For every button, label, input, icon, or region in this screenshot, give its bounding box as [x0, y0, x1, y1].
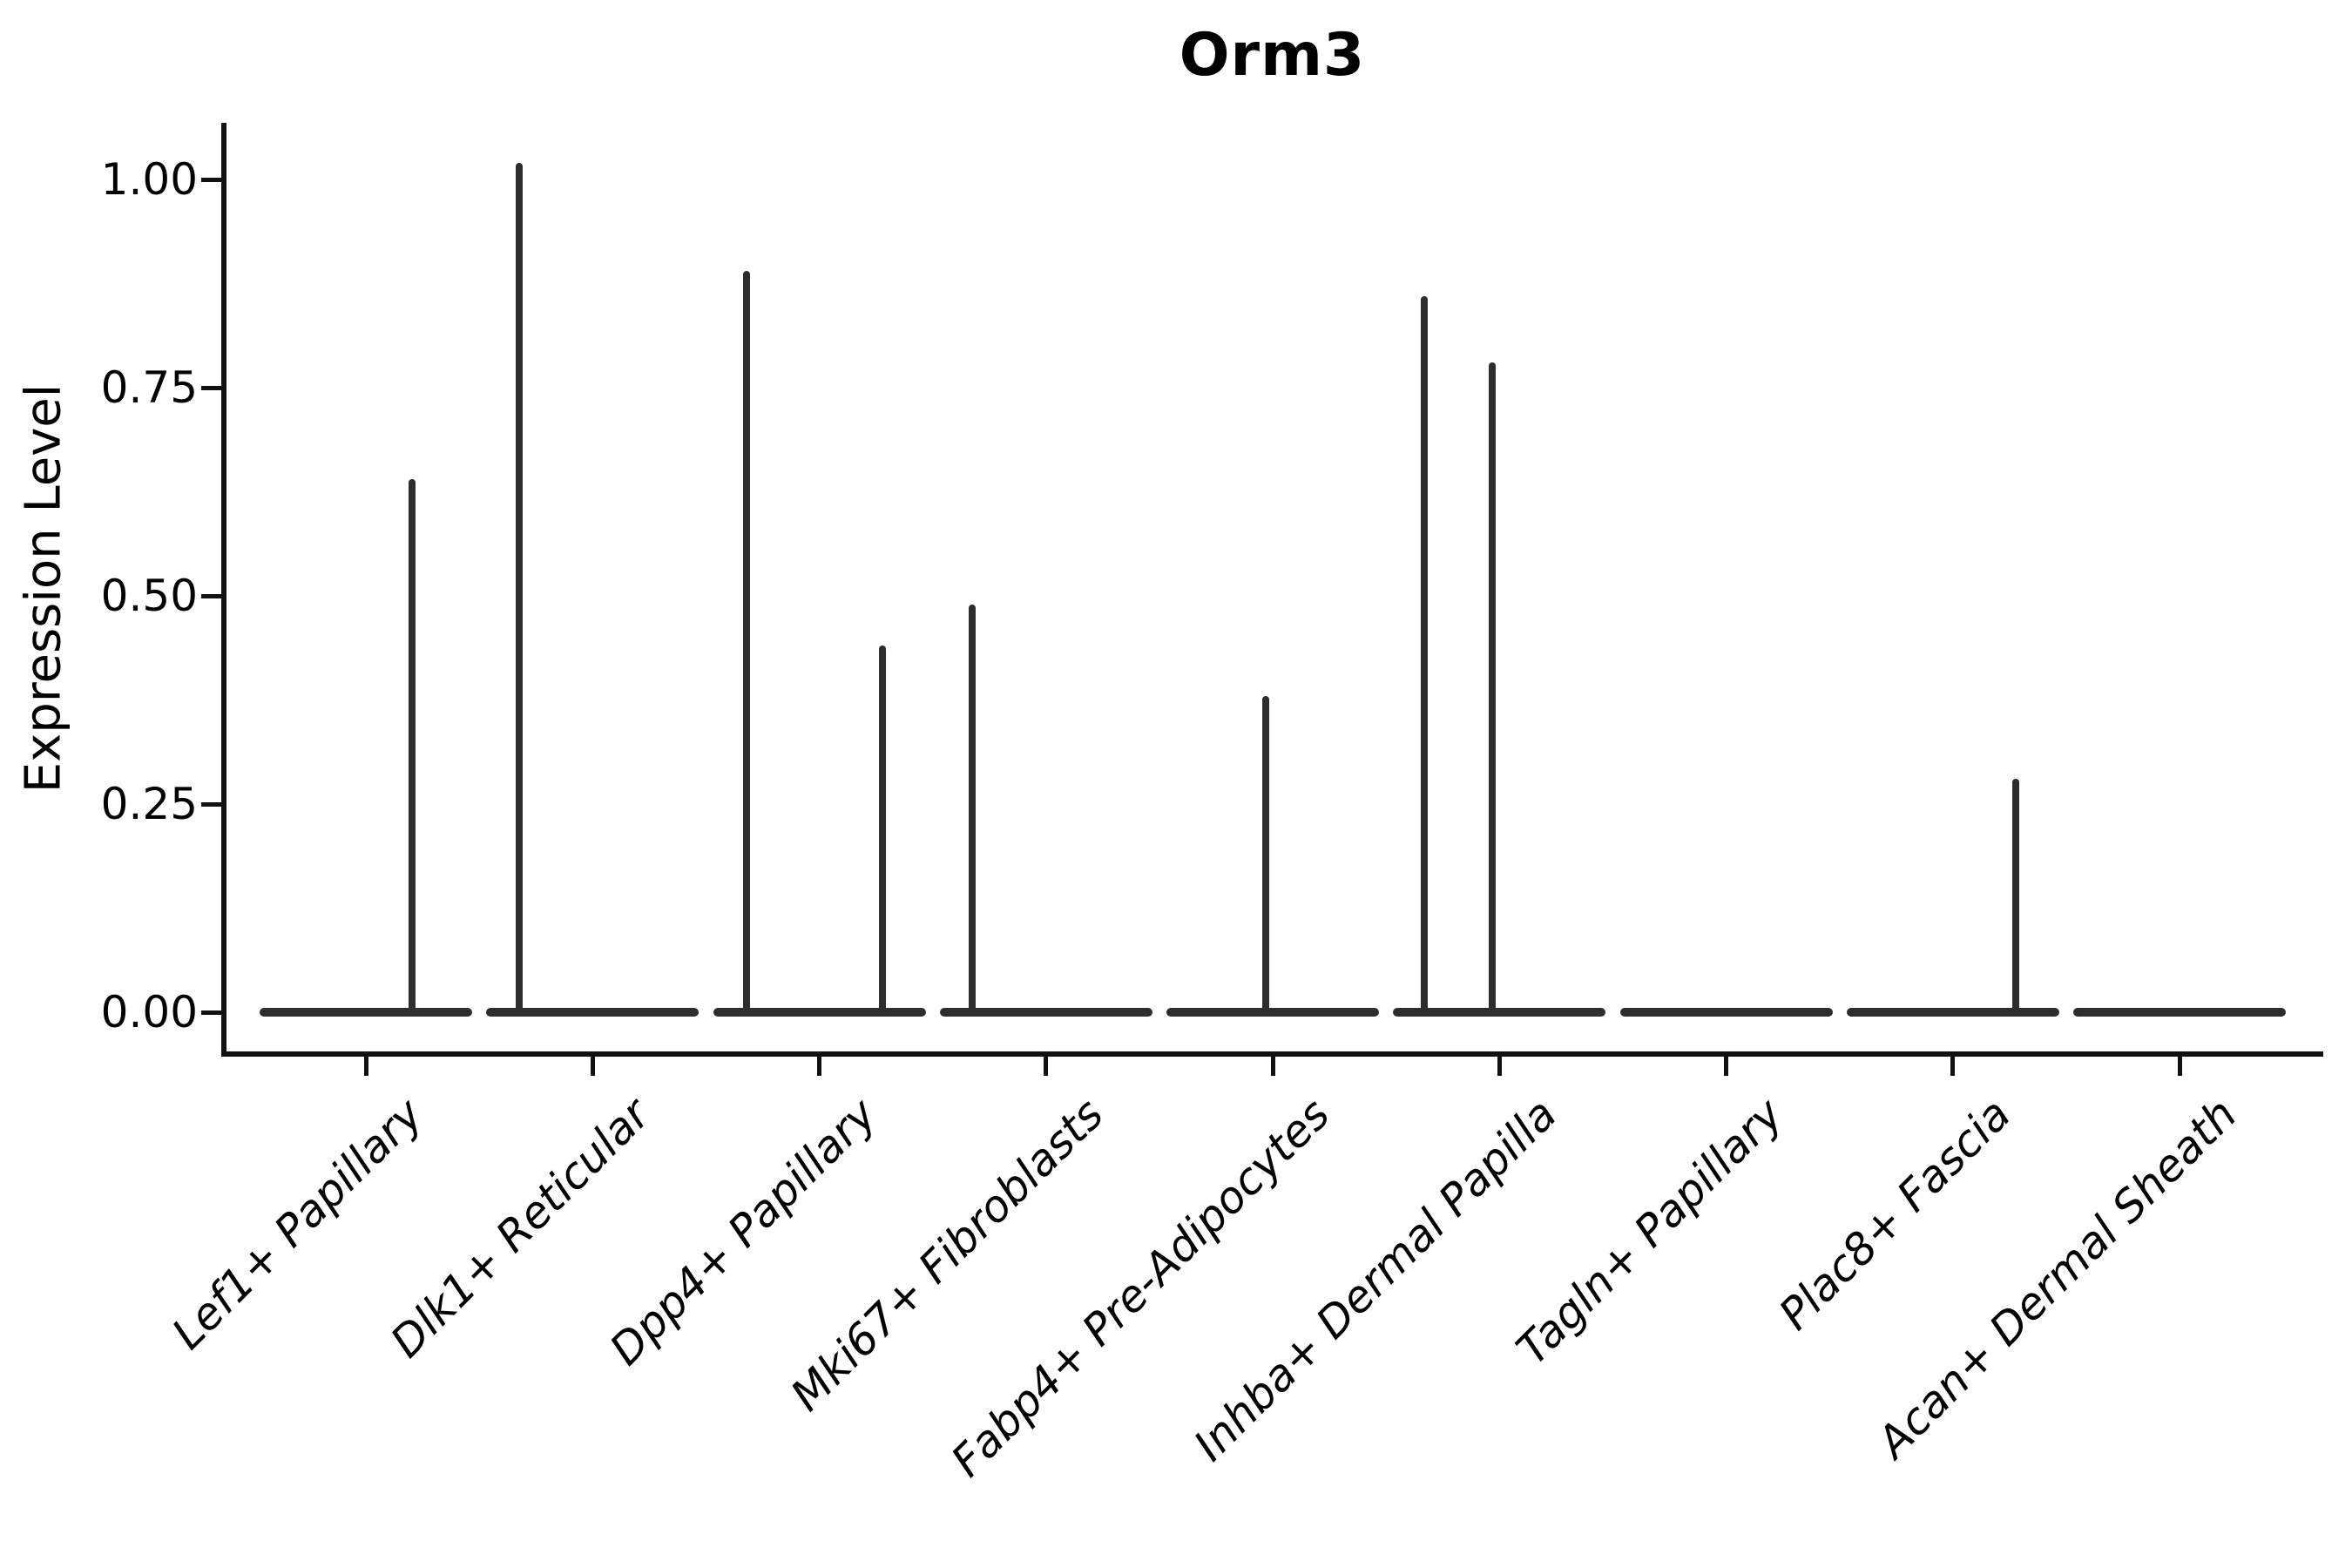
violin-base [1393, 1008, 1606, 1017]
violin-base [260, 1008, 472, 1017]
violin-spike [1262, 695, 1269, 1012]
violin-base [2073, 1008, 2286, 1017]
violin-base [713, 1008, 926, 1017]
x-tick-mark [590, 1057, 595, 1076]
violin-spike [1489, 362, 1497, 1012]
x-tick-mark [363, 1057, 368, 1076]
x-category-label: Fabp4+ Pre-Adipocytes [942, 1088, 1340, 1487]
x-category-label: Inhba+ Dermal Papilla [1184, 1088, 1567, 1471]
x-tick-mark [2177, 1057, 2182, 1076]
violin-base [1846, 1008, 2059, 1017]
y-tick-label: 0.00 [100, 987, 198, 1037]
y-tick-mark [201, 1010, 221, 1015]
x-category-label: Lef1+ Papillary [162, 1088, 433, 1360]
x-tick-mark [1044, 1057, 1049, 1076]
y-tick-label: 1.00 [100, 154, 198, 205]
x-tick-mark [1270, 1057, 1275, 1076]
y-tick-mark [201, 385, 221, 390]
y-tick-mark [201, 801, 221, 807]
y-axis-line [221, 123, 226, 1057]
x-tick-mark [1724, 1057, 1728, 1076]
x-category-label: Plac8+ Fascia [1768, 1088, 2020, 1340]
y-axis-label-wrap: Expression Level [15, 123, 72, 1054]
violin-base [939, 1008, 1152, 1017]
y-tick-label: 0.25 [100, 779, 198, 829]
y-tick-mark [201, 593, 221, 598]
violin-base [1166, 1008, 1379, 1017]
violin-spike [1421, 295, 1429, 1012]
y-tick-label: 0.50 [100, 571, 198, 621]
x-axis-line [221, 1051, 2323, 1057]
violin-spike [742, 271, 750, 1012]
violin-spike [968, 604, 976, 1012]
violin-spike [409, 479, 416, 1012]
violin-base [486, 1008, 700, 1017]
violin-spike [516, 162, 524, 1012]
violin-spike [2011, 779, 2019, 1012]
chart-title: Orm3 [1179, 21, 1366, 90]
y-tick-mark [201, 177, 221, 182]
x-tick-mark [1950, 1057, 1956, 1076]
violin-base [1619, 1008, 1833, 1017]
x-tick-mark [1497, 1057, 1502, 1076]
y-tick-label: 0.75 [100, 362, 198, 413]
x-tick-mark [817, 1057, 821, 1076]
violin-spike [878, 645, 886, 1012]
y-axis-label: Expression Level [15, 383, 72, 794]
